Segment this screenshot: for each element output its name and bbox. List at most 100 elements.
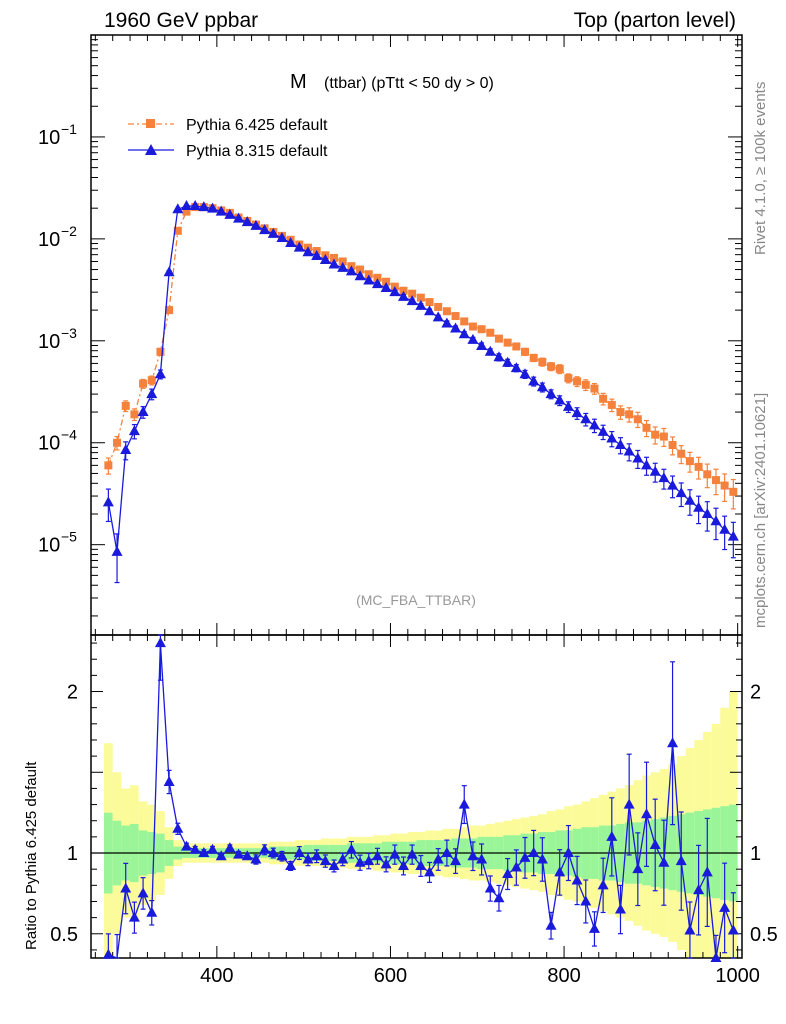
ratio-pythia8-marker xyxy=(345,843,357,854)
pythia8-marker xyxy=(510,362,522,373)
pythia8-marker xyxy=(484,345,496,356)
pythia8-marker xyxy=(146,388,158,399)
pythia8-marker xyxy=(519,368,531,379)
pythia6-marker xyxy=(599,394,608,403)
ratio-pythia8-marker xyxy=(207,843,219,854)
rivet-label: Rivet 4.1.0, ≥ 100k events xyxy=(752,82,769,255)
ratio-pythia8-marker xyxy=(311,850,323,861)
pythia8-marker xyxy=(154,368,166,379)
pythia8-marker xyxy=(415,299,427,310)
ratio-pythia8-marker xyxy=(571,874,583,885)
pythia8-marker xyxy=(224,208,236,219)
pythia8-marker xyxy=(450,322,462,333)
ratio-pythia8-marker xyxy=(641,808,653,819)
pythia6-marker xyxy=(694,462,703,471)
pythia8-marker xyxy=(684,494,696,505)
ratio-pythia8-marker xyxy=(580,895,592,906)
pythia8-marker xyxy=(207,202,219,213)
pythia8-marker xyxy=(276,231,288,242)
pythia6-marker xyxy=(503,338,512,347)
ratio-pythia8-marker xyxy=(120,882,132,893)
y-tick-label: 10 xyxy=(38,433,60,455)
pythia8-marker xyxy=(571,407,583,418)
pythia6-marker xyxy=(720,481,729,490)
ratio-pythia8-marker xyxy=(467,850,479,861)
pythia8-marker xyxy=(137,406,149,417)
ratio-pythia8-marker xyxy=(259,843,271,854)
ratio-pythia8-marker xyxy=(667,737,679,748)
pythia8-marker xyxy=(424,305,436,316)
ratio-pythia8-marker xyxy=(606,830,618,841)
ratio-pythia8-marker xyxy=(293,847,305,858)
legend-entry-pythia8: Pythia 8.315 default xyxy=(128,143,328,160)
legend-label-pythia6: Pythia 6.425 default xyxy=(186,117,328,134)
pythia6-marker xyxy=(547,362,556,371)
pythia6-marker xyxy=(555,364,564,373)
pythia8-marker xyxy=(180,200,192,211)
pythia6-marker xyxy=(494,334,503,343)
ratio-pythia8-marker xyxy=(337,853,349,864)
pythia6-marker xyxy=(529,353,538,362)
ratio-pythia8-marker xyxy=(180,840,192,851)
ratio-pythia8-marker xyxy=(693,884,705,895)
ratio-pythia8-marker xyxy=(154,637,166,648)
pythia8-marker xyxy=(606,432,618,443)
pythia6-marker xyxy=(130,410,139,419)
pythia8-marker xyxy=(172,203,184,214)
ratio-pythia8-marker xyxy=(528,847,540,858)
ratio-pythia8-marker xyxy=(146,906,158,917)
ratio-pythia8-marker xyxy=(406,848,418,859)
ratio-pythia8-marker xyxy=(363,855,375,866)
ratio-pythia8-marker xyxy=(267,847,279,858)
pythia6-marker xyxy=(147,376,156,385)
ratio-y-tick-label-left: 1 xyxy=(67,843,78,865)
ratio-y-tick-label-right: 1 xyxy=(750,843,761,865)
legend-label-pythia8: Pythia 8.315 default xyxy=(186,143,328,160)
pythia6-marker xyxy=(442,307,451,316)
mcplots-label: mcplots.cern.ch [arXiv:2401.10621] xyxy=(752,393,769,628)
ratio-y-tick-label-right: 2 xyxy=(750,682,761,704)
pythia8-marker xyxy=(337,261,349,272)
ratio-pythia8-marker xyxy=(233,848,245,859)
pythia8-marker xyxy=(701,507,713,518)
pythia6-marker xyxy=(165,306,174,315)
pythia8-marker xyxy=(597,425,609,436)
pythia6-marker xyxy=(104,461,113,470)
pythia8-marker xyxy=(649,465,661,476)
ratio-pythia8-marker xyxy=(137,887,149,898)
ratio-pythia8-marker xyxy=(441,847,453,858)
pythia6-marker xyxy=(477,325,486,334)
y-tick-label: 10 xyxy=(38,229,60,251)
ratio-uncertainty-bands xyxy=(104,691,738,958)
pythia6-marker xyxy=(625,410,634,419)
ratio-plot-frame xyxy=(90,634,743,959)
pythia8-marker xyxy=(328,258,340,269)
pythia6-marker xyxy=(364,270,373,279)
y-tick-exponent: −4 xyxy=(61,427,77,443)
pythia6-marker xyxy=(521,347,529,356)
ratio-pythia8-marker xyxy=(189,843,201,854)
pythia6-marker xyxy=(113,438,122,447)
pythia8-marker xyxy=(710,515,722,526)
pythia8-marker xyxy=(554,394,566,405)
analysis-tag: (MC_FBA_TTBAR) xyxy=(356,592,476,608)
pythia6-marker xyxy=(156,347,165,356)
legend-triangle-marker xyxy=(145,144,157,155)
pythia8-marker xyxy=(111,545,123,556)
pythia8-marker xyxy=(441,317,453,328)
pythia6-marker xyxy=(711,476,720,485)
ratio-pythia8-marker xyxy=(701,866,713,877)
pythia8-marker xyxy=(319,254,331,265)
ratio-pythia8-marker xyxy=(415,859,427,870)
ratio-pythia8-marker xyxy=(215,850,227,861)
pythia8-marker xyxy=(354,270,366,281)
ratio-pythia8-marker xyxy=(319,855,331,866)
ratio-y-tick-label-left: 2 xyxy=(67,682,78,704)
pythia8-line xyxy=(107,205,734,553)
ratio-pythia8-marker xyxy=(597,879,609,890)
pythia8-marker xyxy=(128,425,140,436)
pythia6-marker xyxy=(173,226,182,235)
pythia6-marker xyxy=(573,377,582,386)
ratio-pythia8-marker xyxy=(510,861,522,872)
